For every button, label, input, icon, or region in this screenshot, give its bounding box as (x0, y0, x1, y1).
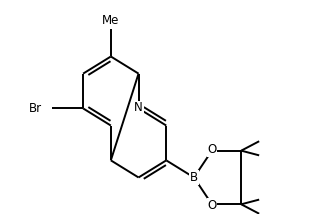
Text: N: N (134, 101, 143, 114)
Text: O: O (207, 199, 216, 212)
Text: O: O (207, 143, 216, 156)
Text: Me: Me (102, 14, 120, 27)
Text: Br: Br (29, 102, 42, 115)
Text: B: B (190, 171, 198, 184)
